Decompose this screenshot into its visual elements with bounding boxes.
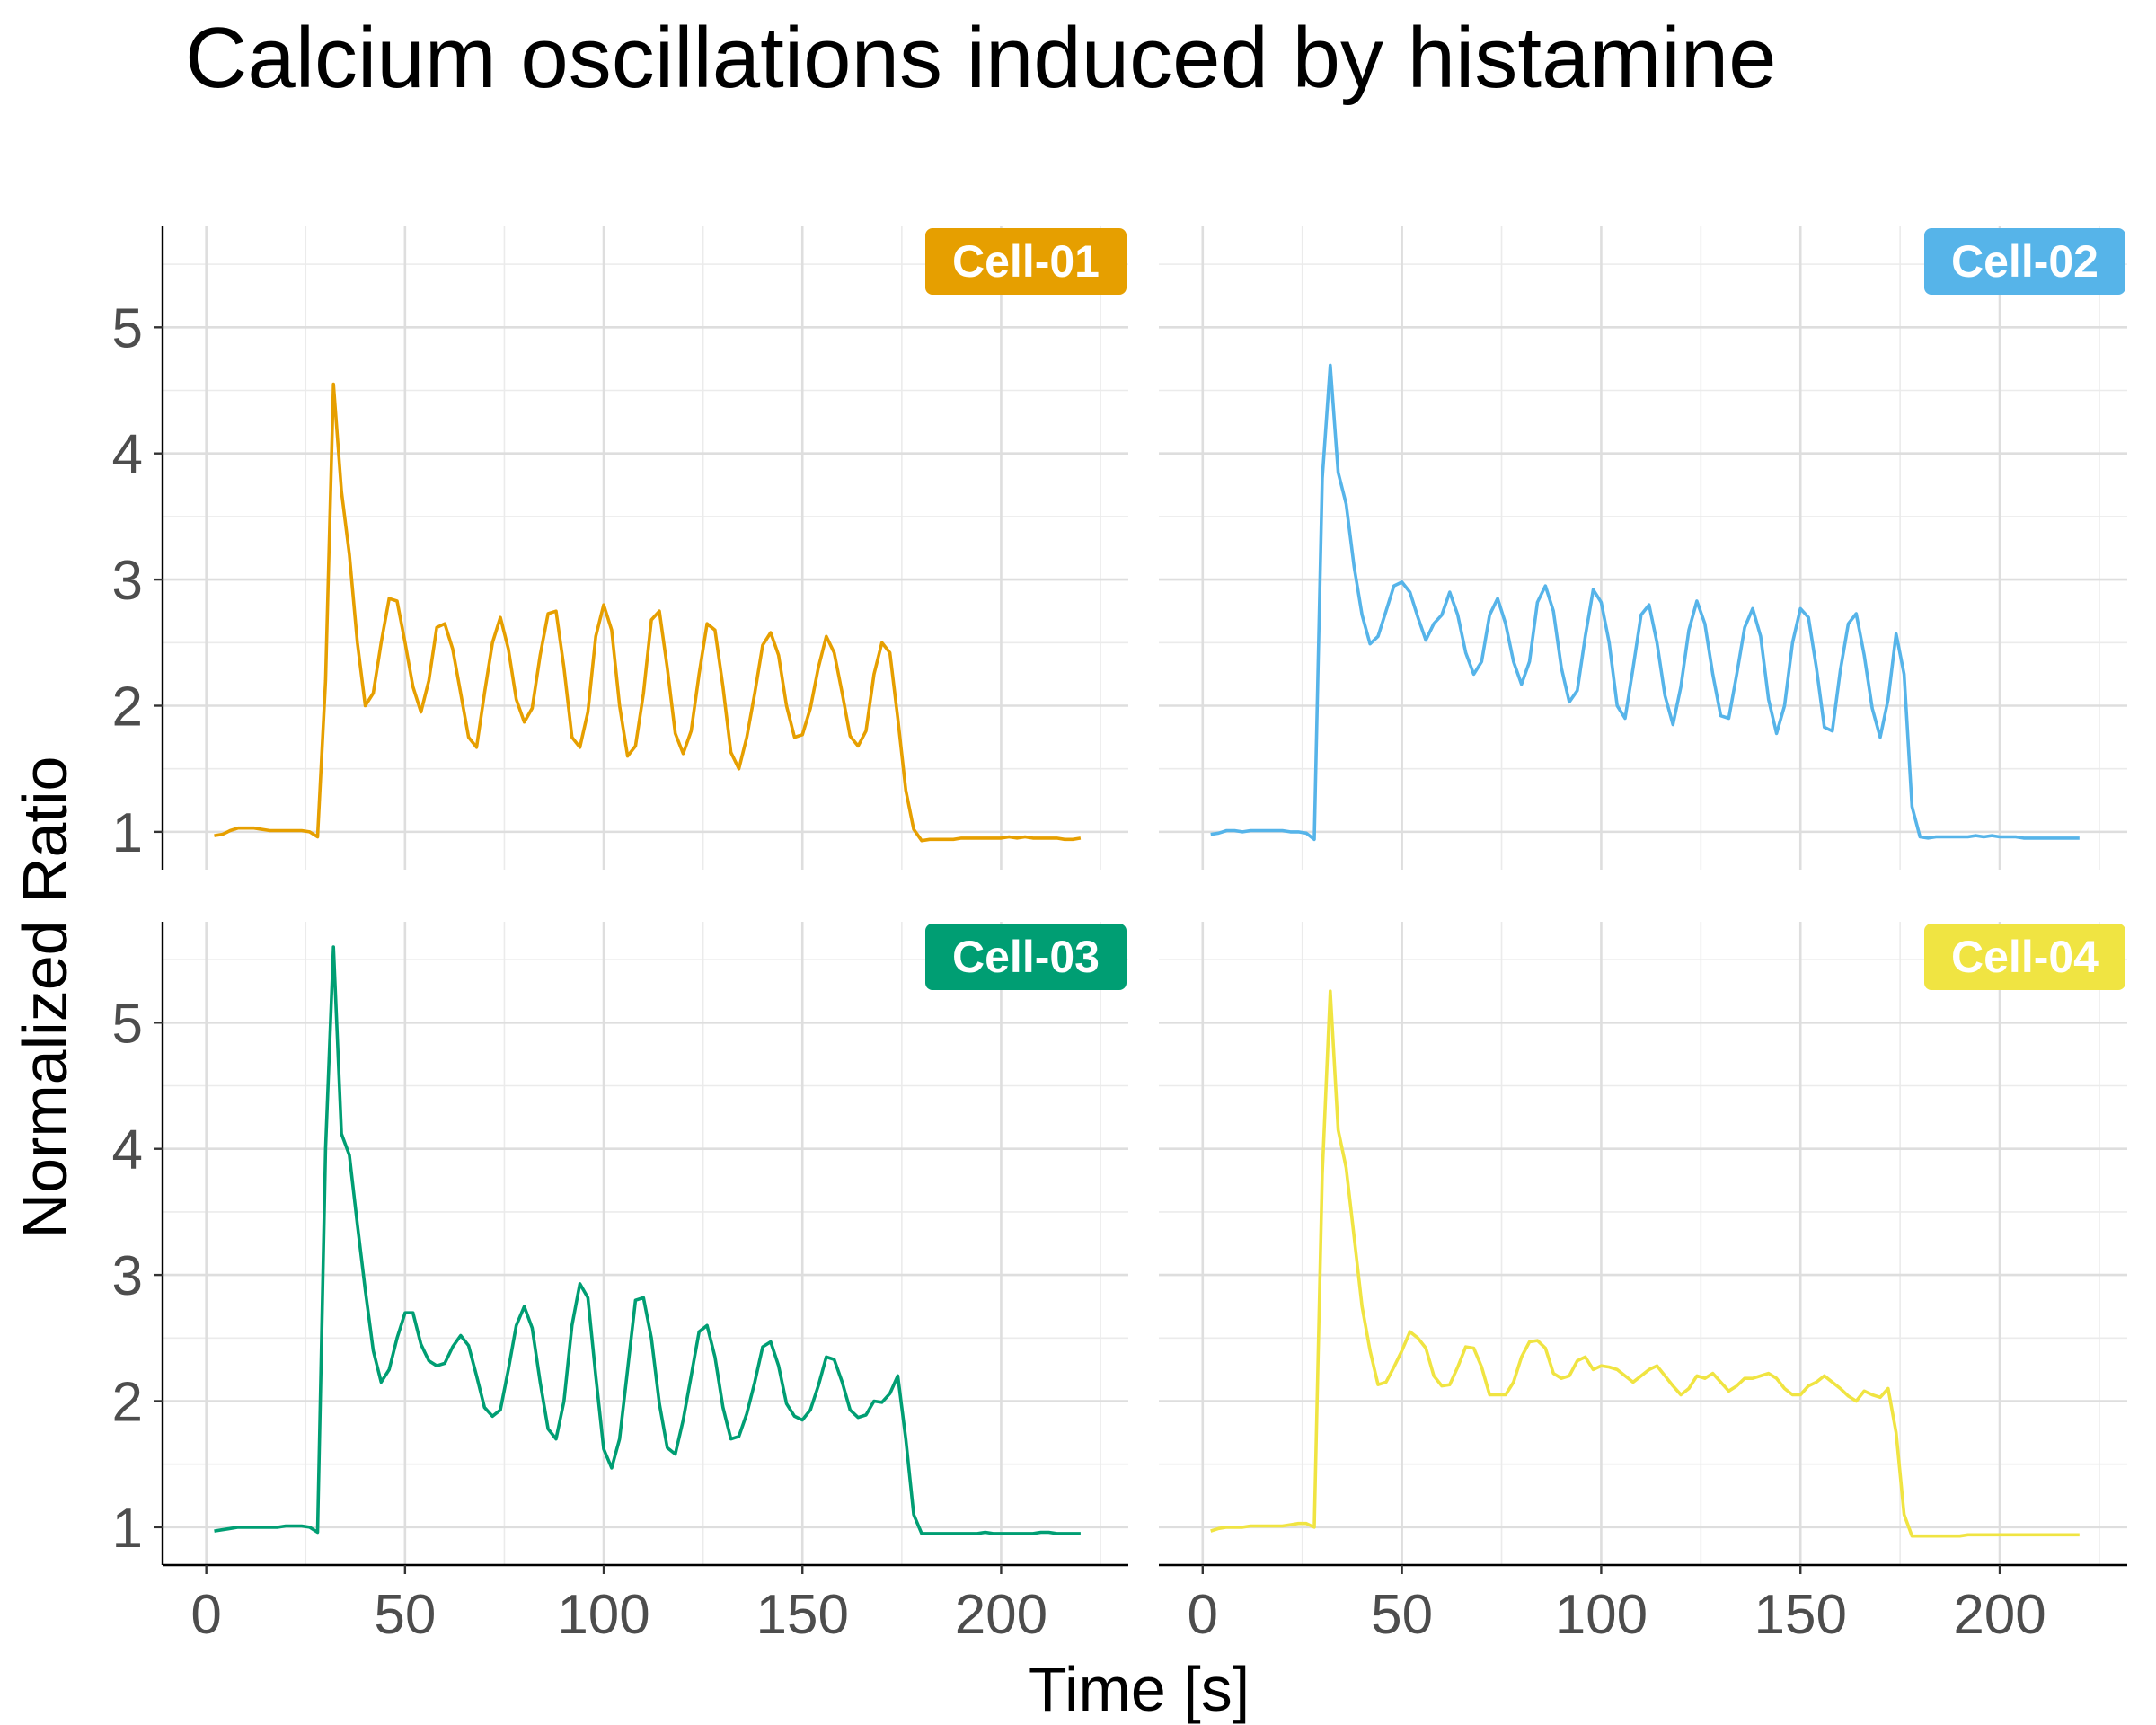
x-tick-label: 200 bbox=[955, 1584, 1047, 1646]
y-tick-label: 4 bbox=[112, 424, 143, 486]
x-tick-label: 0 bbox=[190, 1584, 221, 1646]
cell-01-series-line bbox=[214, 382, 1082, 843]
cell-04-strip-label: Cell-04 bbox=[1951, 932, 2099, 982]
y-tick-label: 5 bbox=[112, 297, 143, 359]
cell-04-series-line bbox=[1210, 989, 2080, 1538]
y-tick-label: 3 bbox=[112, 1245, 143, 1307]
cell-01-strip-label: Cell-01 bbox=[952, 236, 1100, 287]
cell-03-strip-label: Cell-03 bbox=[952, 932, 1100, 982]
y-tick-label: 1 bbox=[112, 1498, 143, 1560]
cell-02-strip-badge bbox=[1924, 228, 2125, 295]
x-axis-label: Time [s] bbox=[1028, 1654, 1250, 1724]
chart-title: Calcium oscillations induced by histamin… bbox=[185, 10, 1777, 106]
y-tick-label: 1 bbox=[112, 802, 143, 864]
x-tick-label: 150 bbox=[1754, 1584, 1847, 1646]
y-tick-label: 4 bbox=[112, 1119, 143, 1181]
x-tick-label: 200 bbox=[1953, 1584, 2046, 1646]
x-tick-label: 50 bbox=[1371, 1584, 1433, 1646]
x-tick-label: 0 bbox=[1188, 1584, 1218, 1646]
cell-03-series-line bbox=[214, 945, 1081, 1535]
x-tick-label: 100 bbox=[557, 1584, 649, 1646]
y-tick-label: 2 bbox=[112, 676, 143, 738]
y-tick-label: 5 bbox=[112, 993, 143, 1055]
cell-03-strip-badge bbox=[925, 924, 1127, 990]
x-tick-label: 150 bbox=[756, 1584, 849, 1646]
cell-02-series-line bbox=[1210, 363, 2080, 842]
cell-01-strip-badge bbox=[925, 228, 1127, 295]
x-tick-label: 50 bbox=[374, 1584, 436, 1646]
y-tick-label: 3 bbox=[112, 550, 143, 612]
x-tick-label: 100 bbox=[1555, 1584, 1648, 1646]
cell-04-strip-badge bbox=[1924, 924, 2125, 990]
y-tick-label: 2 bbox=[112, 1371, 143, 1433]
cell-02-strip-label: Cell-02 bbox=[1951, 236, 2099, 287]
